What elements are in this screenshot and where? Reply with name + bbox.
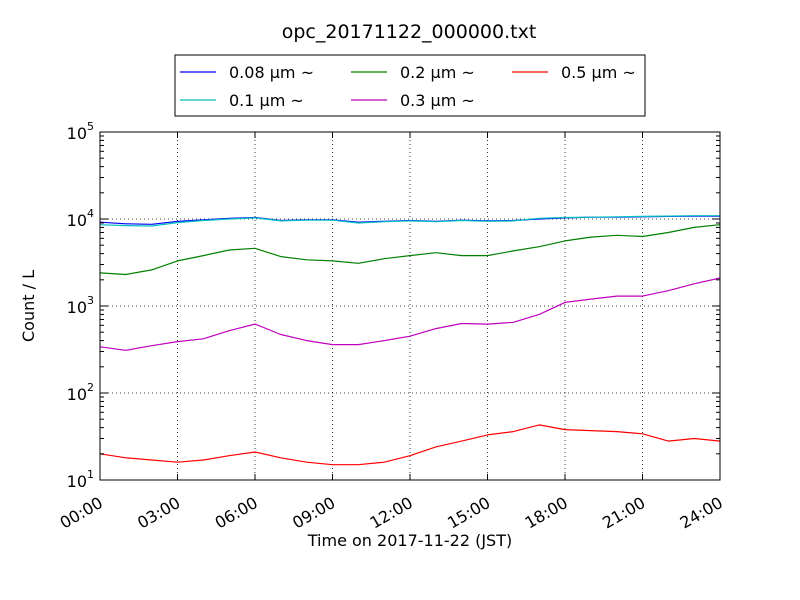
y-tick-label: 104 — [67, 207, 94, 230]
series-layer — [99, 215, 721, 466]
ticks — [99, 131, 721, 481]
x-tick-label: 15:00 — [444, 493, 493, 533]
plot-area — [99, 131, 721, 481]
y-tick-label: 103 — [67, 294, 94, 317]
series-line-3 — [99, 277, 721, 351]
x-tick-label: 00:00 — [57, 493, 106, 533]
legend: 0.08 μm ~ 0.1 μm ~ 0.2 μm ~ 0.3 μm ~ 0.5 μm … — [174, 54, 646, 117]
y-tick-label: 105 — [67, 120, 94, 143]
x-tick-label: 18:00 — [522, 493, 571, 533]
x-tick-label: 09:00 — [289, 493, 338, 533]
x-tick-label: 03:00 — [134, 493, 183, 533]
legend-box — [174, 54, 646, 117]
x-tick-label: 21:00 — [599, 493, 648, 533]
y-tick-label: 102 — [67, 381, 94, 404]
legend-item-1: 0.1 μm ~ — [180, 91, 304, 110]
series-line-2 — [99, 224, 721, 276]
legend-item-4: 0.5 μm ~ — [512, 63, 636, 82]
legend-label: 0.1 μm ~ — [229, 91, 304, 110]
series-line-4 — [99, 424, 721, 466]
series-line-1 — [99, 215, 720, 227]
grid — [100, 132, 720, 480]
y-axis-label: Count / L — [19, 270, 38, 342]
legend-item-3: 0.3 μm ~ — [351, 91, 475, 110]
y-tick-label: 101 — [67, 468, 94, 491]
legend-item-0: 0.08 μm ~ — [180, 63, 314, 82]
y-tick-labels: 101 102 103 104 105 — [67, 120, 94, 491]
legend-label: 0.5 μm ~ — [561, 63, 636, 82]
legend-label: 0.3 μm ~ — [400, 91, 475, 110]
legend-label: 0.08 μm ~ — [229, 63, 314, 82]
x-tick-label: 12:00 — [367, 493, 416, 533]
x-tick-label: 24:00 — [677, 493, 726, 533]
legend-label: 0.2 μm ~ — [400, 63, 475, 82]
x-tick-label: 06:00 — [212, 493, 261, 533]
x-tick-labels: 00:00 03:00 06:00 09:00 12:00 15:00 18:00 21:00… — [57, 493, 726, 533]
chart-title: opc_20171122_000000.txt — [282, 21, 537, 43]
legend-item-2: 0.2 μm ~ — [351, 63, 475, 82]
x-axis-label: Time on 2017-11-22 (JST) — [307, 531, 512, 550]
